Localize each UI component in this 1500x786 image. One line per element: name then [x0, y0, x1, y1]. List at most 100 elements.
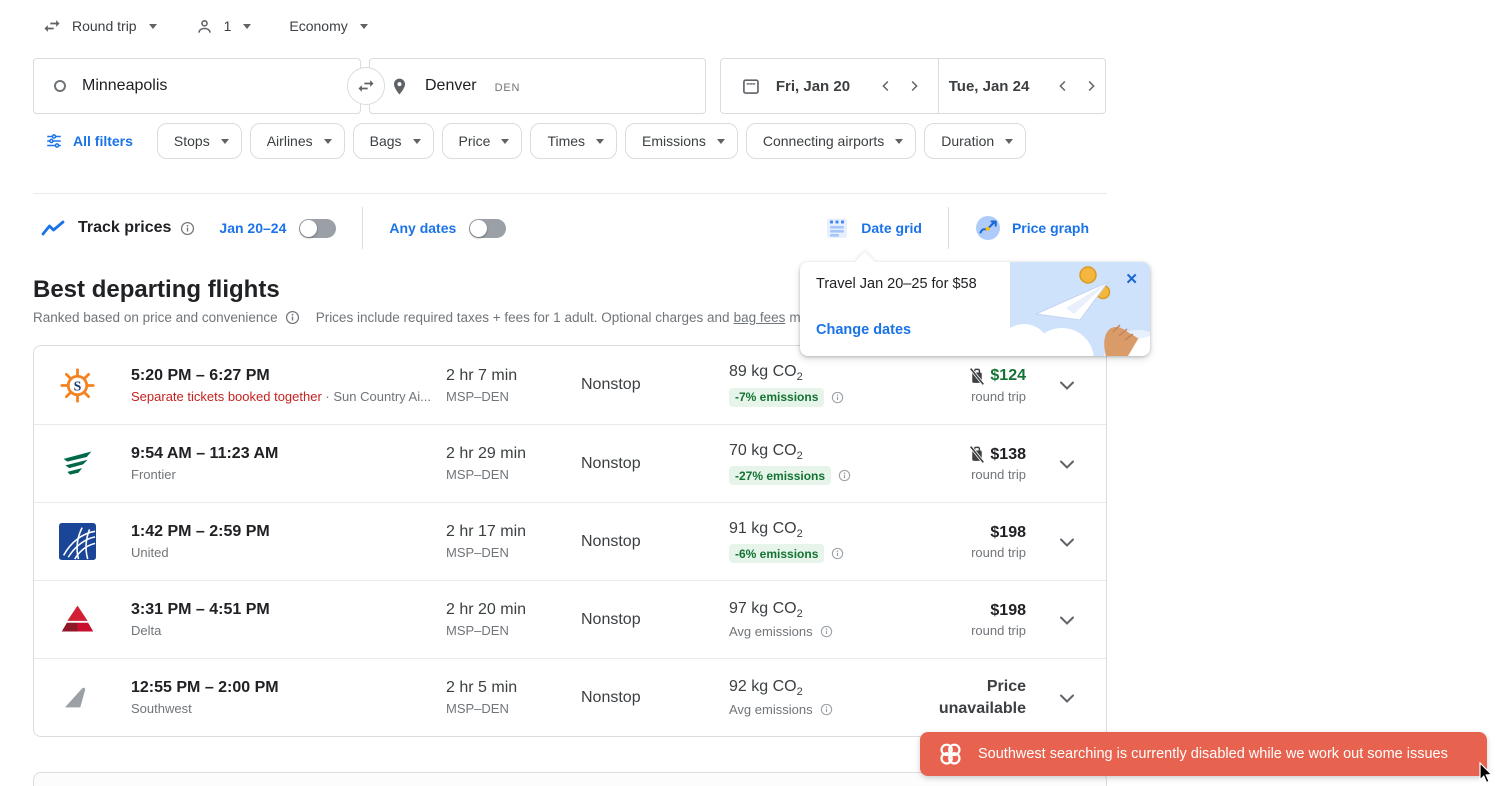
chevron-down-icon — [716, 138, 725, 144]
chevron-down-icon — [1060, 616, 1074, 625]
destination-field[interactable]: Denver DEN — [369, 58, 706, 114]
co2-amount: 91 kg CO2 — [729, 520, 926, 540]
price-cell: $198 round trip — [926, 524, 1026, 560]
destination-airport-code: DEN — [494, 81, 521, 94]
all-filters-button[interactable]: All filters — [45, 132, 133, 150]
departure-date-next-button[interactable] — [900, 72, 928, 100]
price-cell: $124 round trip — [926, 367, 1026, 404]
airline-logo-cell — [34, 445, 131, 482]
flight-route: MSP–DEN — [446, 545, 509, 560]
return-date-prev-button[interactable] — [1049, 72, 1077, 100]
flight-row-united[interactable]: 1:42 PM – 2:59 PM United 2 hr 17 min MSP… — [34, 502, 1106, 580]
promo-message: Travel Jan 20–25 for $58 — [816, 276, 977, 292]
origin-field[interactable]: Minneapolis — [33, 58, 361, 114]
chevron-down-icon — [895, 138, 904, 144]
info-icon[interactable] — [180, 221, 195, 236]
frontier-logo — [63, 451, 92, 475]
any-dates-toggle[interactable] — [469, 218, 507, 238]
filter-chip-duration[interactable]: Duration — [924, 123, 1027, 159]
flight-row-delta[interactable]: 3:31 PM – 4:51 PM Delta 2 hr 20 min MSP–… — [34, 580, 1106, 658]
chip-label: Bags — [369, 133, 402, 149]
expand-cell[interactable] — [1026, 608, 1106, 632]
trip-type-selector[interactable]: Round trip — [42, 16, 157, 36]
separate-tickets-warning: Separate tickets booked together — [131, 388, 322, 404]
times-cell: 5:20 PM – 6:27 PM Separate tickets booke… — [131, 367, 446, 404]
popup-pointer — [855, 252, 875, 272]
airline-logo-cell: S — [34, 367, 131, 404]
info-icon[interactable] — [820, 703, 833, 716]
co2-text: 70 kg CO — [729, 441, 797, 459]
southwest-tailfin-logo — [64, 687, 86, 707]
departure-date[interactable]: Fri, Jan 20 — [775, 77, 851, 95]
calendar-icon — [743, 79, 759, 94]
flight-price: $198 — [990, 601, 1026, 619]
price-note: round trip — [971, 467, 1026, 482]
date-grid-button[interactable]: Date grid — [824, 215, 922, 241]
expand-cell[interactable] — [1026, 686, 1106, 710]
destination-value: Denver — [425, 77, 477, 94]
expand-cell[interactable] — [1026, 373, 1106, 397]
flight-route: MSP–DEN — [446, 388, 509, 404]
info-icon[interactable] — [838, 469, 851, 482]
filter-sliders-icon — [47, 134, 61, 148]
info-icon[interactable] — [831, 391, 844, 404]
flight-row-southwest[interactable]: 12:55 PM – 2:00 PM Southwest 2 hr 5 min … — [34, 658, 1106, 736]
chevron-down-icon — [243, 23, 252, 29]
duration-cell: 2 hr 20 min MSP–DEN — [446, 601, 581, 638]
price-graph-button[interactable]: Price graph — [975, 215, 1089, 241]
expand-cell[interactable] — [1026, 530, 1106, 554]
filter-chip-connecting-airports[interactable]: Connecting airports — [745, 123, 917, 159]
airline-logo-cell — [34, 601, 131, 638]
chevron-down-icon — [148, 23, 157, 29]
next-section-card-edge — [33, 772, 1107, 786]
expand-cell[interactable] — [1026, 452, 1106, 476]
origin-value: Minneapolis — [82, 77, 168, 94]
origin-circle-icon — [54, 80, 66, 92]
duration-cell: 2 hr 5 min MSP–DEN — [446, 679, 581, 716]
bag-fees-link[interactable]: bag fees — [733, 310, 786, 325]
filter-chip-bags[interactable]: Bags — [352, 123, 434, 159]
trip-type-label: Round trip — [72, 18, 137, 34]
departure-date-prev-button[interactable] — [872, 72, 900, 100]
close-icon[interactable]: ✕ — [1125, 271, 1138, 288]
passenger-selector[interactable]: 1 — [195, 17, 252, 36]
emissions-cell: 92 kg CO2 Avg emissions — [729, 678, 926, 717]
cabin-class-selector[interactable]: Economy — [289, 18, 368, 34]
price-cell: $138 round trip — [926, 445, 1026, 482]
filter-chip-price[interactable]: Price — [441, 123, 523, 159]
return-date-next-button[interactable] — [1077, 72, 1105, 100]
filter-chip-stops[interactable]: Stops — [156, 123, 242, 159]
flight-row-sun-country[interactable]: S 5:20 PM – 6:27 PM Separate tickets boo… — [34, 346, 1106, 424]
fees-note: Prices include required taxes + fees for… — [315, 310, 730, 325]
info-icon[interactable] — [820, 625, 833, 638]
co2-subscript: 2 — [796, 450, 803, 463]
info-icon[interactable] — [831, 547, 844, 560]
times-cell: 1:42 PM – 2:59 PM United — [131, 523, 446, 560]
filter-chip-airlines[interactable]: Airlines — [249, 123, 345, 159]
price-cell: Price unavailable — [926, 676, 1026, 719]
vertical-divider — [947, 207, 949, 249]
duration-cell: 2 hr 17 min MSP–DEN — [446, 523, 581, 560]
change-dates-link[interactable]: Change dates — [816, 322, 912, 338]
chevron-right-icon — [1088, 80, 1095, 92]
return-date[interactable]: Tue, Jan 24 — [948, 77, 1030, 95]
co2-amount: 70 kg CO2 — [729, 442, 926, 462]
co2-amount: 92 kg CO2 — [729, 678, 926, 698]
chevron-down-icon — [359, 23, 368, 29]
co2-subscript: 2 — [796, 528, 803, 541]
chip-label: Times — [547, 133, 586, 149]
track-prices-toggle[interactable] — [299, 218, 337, 238]
filter-chip-times[interactable]: Times — [530, 123, 618, 159]
swap-locations-button[interactable] — [347, 67, 385, 105]
co2-text: 89 kg CO — [729, 363, 797, 381]
flight-row-frontier[interactable]: 9:54 AM – 11:23 AM Frontier 2 hr 29 min … — [34, 424, 1106, 502]
clover-logo-icon — [940, 743, 961, 765]
filter-chip-emissions[interactable]: Emissions — [625, 123, 738, 159]
emissions-cell: 97 kg CO2 Avg emissions — [729, 600, 926, 639]
emissions-badge: -6% emissions — [729, 544, 825, 564]
price-note: round trip — [971, 544, 1026, 560]
toggle-knob — [470, 219, 488, 237]
chevron-down-icon — [1060, 460, 1074, 469]
info-icon[interactable] — [285, 310, 300, 325]
chevron-down-icon — [412, 138, 421, 144]
